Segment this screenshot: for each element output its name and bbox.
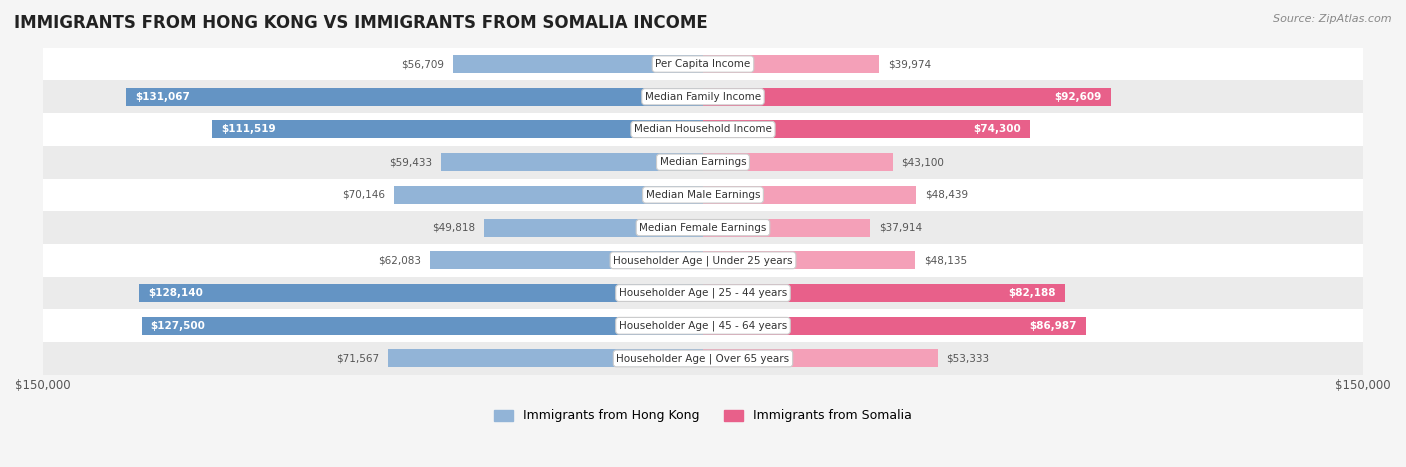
- Text: Median Household Income: Median Household Income: [634, 125, 772, 134]
- Text: $62,083: $62,083: [378, 255, 420, 265]
- Text: Median Female Earnings: Median Female Earnings: [640, 223, 766, 233]
- Text: Source: ZipAtlas.com: Source: ZipAtlas.com: [1274, 14, 1392, 24]
- Text: $37,914: $37,914: [879, 223, 922, 233]
- Bar: [703, 88, 1111, 106]
- Bar: [703, 120, 1031, 139]
- Text: $127,500: $127,500: [150, 321, 205, 331]
- FancyBboxPatch shape: [42, 277, 1364, 310]
- Text: Householder Age | Under 25 years: Householder Age | Under 25 years: [613, 255, 793, 266]
- Text: $56,709: $56,709: [402, 59, 444, 69]
- Bar: [703, 317, 1085, 335]
- Text: $43,100: $43,100: [901, 157, 945, 167]
- Bar: [703, 251, 915, 269]
- FancyBboxPatch shape: [42, 211, 1364, 244]
- FancyBboxPatch shape: [42, 48, 1364, 80]
- Text: Householder Age | Over 65 years: Householder Age | Over 65 years: [616, 353, 790, 364]
- Text: Median Earnings: Median Earnings: [659, 157, 747, 167]
- Bar: [703, 219, 870, 237]
- Text: Per Capita Income: Per Capita Income: [655, 59, 751, 69]
- Bar: [703, 284, 1064, 302]
- Bar: [703, 55, 879, 73]
- FancyBboxPatch shape: [42, 113, 1364, 146]
- Text: $82,188: $82,188: [1008, 288, 1056, 298]
- Bar: [127, 88, 703, 106]
- FancyBboxPatch shape: [42, 146, 1364, 178]
- Text: $48,439: $48,439: [925, 190, 969, 200]
- Text: $131,067: $131,067: [135, 92, 190, 102]
- Text: $49,818: $49,818: [432, 223, 475, 233]
- Bar: [703, 186, 917, 204]
- Bar: [430, 251, 703, 269]
- Text: $92,609: $92,609: [1054, 92, 1102, 102]
- Bar: [142, 317, 703, 335]
- FancyBboxPatch shape: [42, 342, 1364, 375]
- Text: Householder Age | 45 - 64 years: Householder Age | 45 - 64 years: [619, 320, 787, 331]
- Text: $71,567: $71,567: [336, 354, 380, 363]
- Text: IMMIGRANTS FROM HONG KONG VS IMMIGRANTS FROM SOMALIA INCOME: IMMIGRANTS FROM HONG KONG VS IMMIGRANTS …: [14, 14, 707, 32]
- Bar: [394, 186, 703, 204]
- FancyBboxPatch shape: [42, 244, 1364, 277]
- Text: $74,300: $74,300: [973, 125, 1021, 134]
- Bar: [703, 349, 938, 368]
- FancyBboxPatch shape: [42, 178, 1364, 211]
- FancyBboxPatch shape: [42, 80, 1364, 113]
- Text: $39,974: $39,974: [887, 59, 931, 69]
- Bar: [441, 153, 703, 171]
- Bar: [484, 219, 703, 237]
- Text: $53,333: $53,333: [946, 354, 990, 363]
- Text: $48,135: $48,135: [924, 255, 967, 265]
- Bar: [703, 153, 893, 171]
- Text: $128,140: $128,140: [148, 288, 202, 298]
- Text: $70,146: $70,146: [343, 190, 385, 200]
- Text: Median Male Earnings: Median Male Earnings: [645, 190, 761, 200]
- Text: $59,433: $59,433: [389, 157, 433, 167]
- Text: Householder Age | 25 - 44 years: Householder Age | 25 - 44 years: [619, 288, 787, 298]
- Bar: [139, 284, 703, 302]
- Text: $86,987: $86,987: [1029, 321, 1077, 331]
- Text: Median Family Income: Median Family Income: [645, 92, 761, 102]
- Text: $111,519: $111,519: [221, 125, 276, 134]
- Legend: Immigrants from Hong Kong, Immigrants from Somalia: Immigrants from Hong Kong, Immigrants fr…: [489, 404, 917, 427]
- Bar: [212, 120, 703, 139]
- FancyBboxPatch shape: [42, 310, 1364, 342]
- Bar: [388, 349, 703, 368]
- Bar: [453, 55, 703, 73]
